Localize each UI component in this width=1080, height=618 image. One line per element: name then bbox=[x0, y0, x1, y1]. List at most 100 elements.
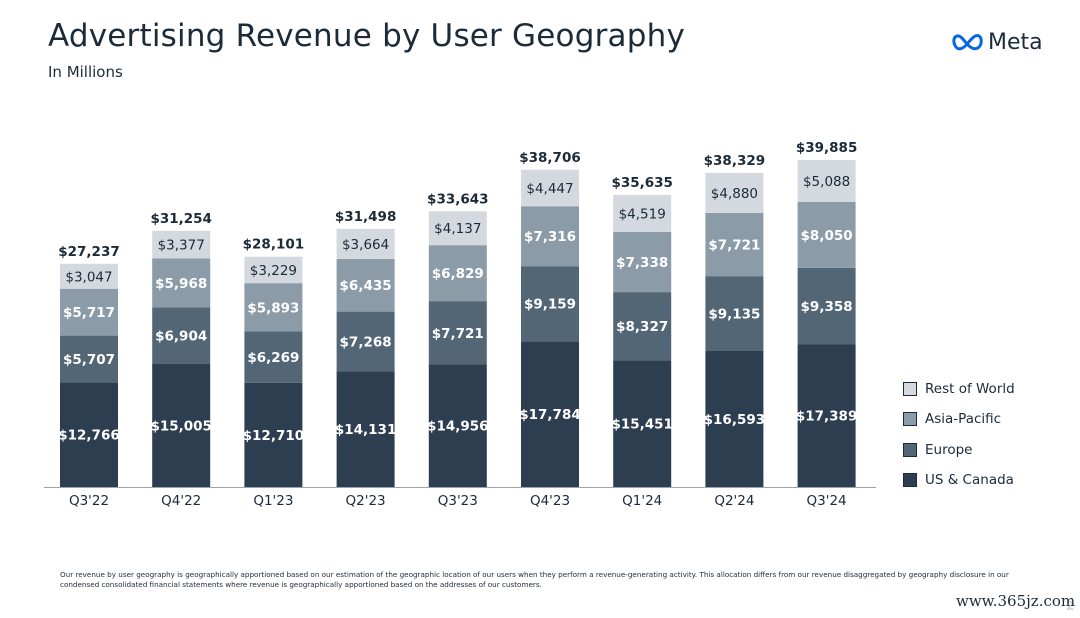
bar-segment bbox=[797, 344, 856, 487]
segment-label: $14,131 bbox=[335, 422, 397, 438]
bar-segment bbox=[521, 266, 579, 342]
bar-segment bbox=[152, 307, 211, 365]
bar-segment bbox=[428, 301, 487, 365]
bar-segment bbox=[244, 382, 303, 487]
bar-segment bbox=[336, 371, 395, 487]
bar-segment bbox=[705, 212, 764, 277]
bar-segment bbox=[705, 172, 764, 213]
segment-label: $7,316 bbox=[524, 229, 576, 245]
segment-label: $6,435 bbox=[340, 278, 392, 294]
x-tick-label: Q4'22 bbox=[161, 493, 201, 509]
x-tick-label: Q3'23 bbox=[438, 493, 478, 509]
bar-segment bbox=[521, 341, 579, 487]
segment-label: $17,389 bbox=[796, 409, 858, 425]
x-tick-label: Q3'24 bbox=[807, 493, 847, 509]
bar-segment bbox=[244, 283, 303, 332]
segment-label: $5,893 bbox=[247, 300, 299, 316]
total-label: $35,635 bbox=[611, 175, 673, 191]
total-label: $33,643 bbox=[427, 191, 489, 207]
segment-label: $9,135 bbox=[708, 307, 760, 323]
meta-logo: Meta bbox=[952, 28, 1043, 56]
total-label: $31,498 bbox=[335, 209, 397, 225]
bar-segment bbox=[797, 267, 856, 345]
segment-label: $15,451 bbox=[611, 417, 673, 433]
total-label: $31,254 bbox=[150, 211, 212, 227]
segment-label: $6,904 bbox=[155, 329, 207, 345]
total-label: $39,885 bbox=[796, 140, 858, 156]
bar-segment bbox=[336, 258, 395, 312]
x-tick-label: Q2'23 bbox=[346, 493, 386, 509]
segment-label: $7,721 bbox=[432, 326, 484, 342]
segment-label: $4,137 bbox=[434, 221, 481, 237]
bar-segment bbox=[797, 201, 856, 268]
segment-label: $3,229 bbox=[250, 263, 297, 279]
legend-label: US & Canada bbox=[925, 472, 1014, 488]
segment-label: $12,710 bbox=[243, 428, 305, 444]
page-title: Advertising Revenue by User Geography bbox=[48, 18, 686, 54]
segment-label: $4,880 bbox=[711, 186, 758, 202]
total-label: $38,329 bbox=[704, 153, 766, 169]
bar-segment bbox=[244, 256, 303, 284]
segment-label: $8,327 bbox=[616, 319, 668, 335]
legend-label: Europe bbox=[925, 442, 973, 458]
segment-label: $3,047 bbox=[65, 269, 112, 285]
segment-label: $17,784 bbox=[519, 407, 581, 423]
segment-label: $7,268 bbox=[340, 334, 392, 350]
legend-swatch bbox=[903, 443, 917, 457]
segment-label: $5,717 bbox=[63, 305, 115, 321]
meta-infinity-icon bbox=[952, 34, 983, 51]
x-tick-label: Q1'23 bbox=[253, 493, 293, 509]
segment-label: $15,005 bbox=[150, 419, 212, 435]
meta-logo-text: Meta bbox=[988, 29, 1043, 55]
total-label: $38,706 bbox=[519, 150, 581, 166]
stacked-bar-chart: $12,766 $5,707 $5,717 $3,047 $27,237 Q3'22 $15… bbox=[44, 140, 876, 509]
x-tick-label: Q4'23 bbox=[530, 493, 570, 509]
bar-segment bbox=[60, 335, 118, 383]
bar-segment bbox=[521, 169, 579, 207]
watermark: www.365jz.com bbox=[952, 592, 1080, 610]
legend-swatch bbox=[903, 473, 917, 487]
bar-segment bbox=[521, 206, 579, 267]
segment-label: $7,721 bbox=[708, 237, 760, 253]
segment-label: $16,593 bbox=[704, 412, 766, 428]
total-label: $27,237 bbox=[58, 244, 120, 260]
bar-segment bbox=[60, 263, 118, 289]
x-tick-label: Q1'24 bbox=[622, 493, 662, 509]
bar-segment bbox=[152, 364, 211, 487]
legend-item: Asia-Pacific bbox=[903, 411, 1001, 427]
segment-label: $3,664 bbox=[342, 237, 389, 253]
x-tick-label: Q3'22 bbox=[69, 493, 109, 509]
segment-label: $9,358 bbox=[801, 299, 853, 315]
segment-label: $6,269 bbox=[247, 350, 299, 366]
legend-item: Europe bbox=[903, 442, 972, 458]
segment-label: $5,088 bbox=[803, 174, 850, 190]
legend-label: Rest of World bbox=[925, 381, 1015, 397]
legend-swatch bbox=[903, 382, 917, 396]
segment-label: $9,159 bbox=[524, 297, 576, 313]
bar-segment bbox=[705, 276, 764, 352]
bar-segment bbox=[428, 211, 487, 246]
bar-segment bbox=[336, 228, 395, 259]
legend-label: Asia-Pacific bbox=[925, 411, 1002, 427]
bar-segment bbox=[336, 311, 395, 372]
legend-item: Rest of World bbox=[903, 381, 1015, 397]
segment-label: $3,377 bbox=[158, 238, 205, 254]
bar-segment bbox=[705, 351, 764, 487]
bar-segment bbox=[60, 288, 118, 336]
bar-segment bbox=[60, 382, 118, 487]
segment-label: $8,050 bbox=[801, 228, 853, 244]
bar-segment bbox=[152, 258, 211, 308]
bar-segment bbox=[244, 331, 303, 383]
segment-label: $4,519 bbox=[619, 206, 666, 222]
page-subtitle: In Millions bbox=[48, 63, 123, 81]
bar-segment bbox=[428, 364, 487, 487]
segment-label: $12,766 bbox=[58, 428, 120, 444]
bar-segment bbox=[613, 360, 672, 487]
total-label: $28,101 bbox=[243, 237, 305, 253]
segment-label: $14,956 bbox=[427, 419, 489, 435]
segment-label: $5,707 bbox=[63, 352, 115, 368]
bar-segment bbox=[428, 245, 487, 302]
segment-label: $5,968 bbox=[155, 276, 207, 292]
legend-item: US & Canada bbox=[903, 472, 1014, 488]
bar-segment bbox=[613, 231, 672, 293]
